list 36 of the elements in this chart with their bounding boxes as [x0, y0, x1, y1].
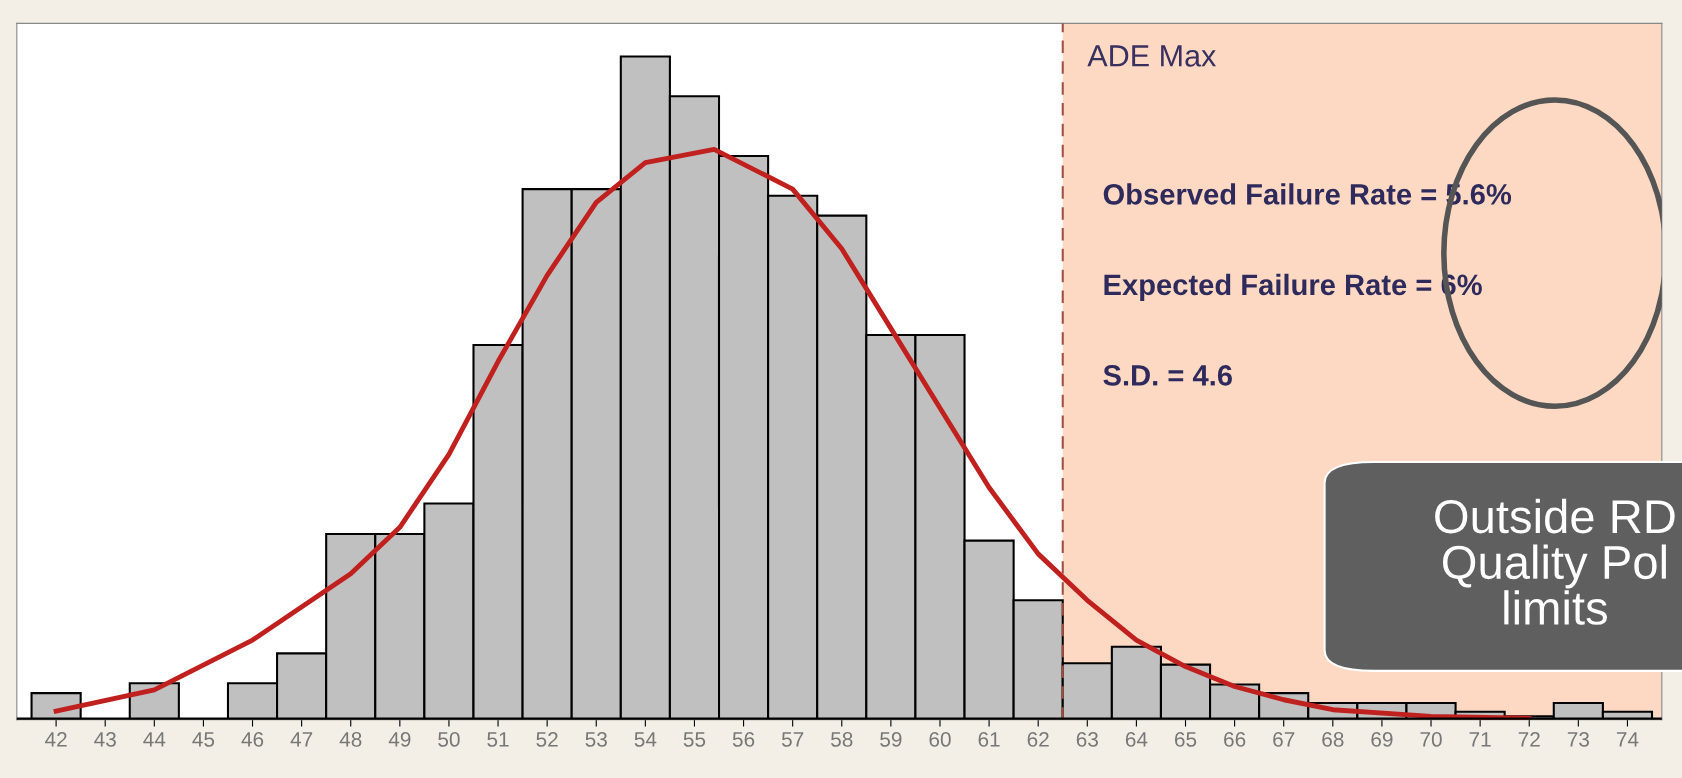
x-tick-label: 69	[1371, 732, 1393, 747]
annotation: Outside RD Quality Pol limits	[1435, 498, 1675, 625]
x-tick-label: 46	[241, 732, 264, 747]
x-tick-label: 57	[781, 732, 804, 747]
x-tick-label: 63	[1076, 732, 1098, 747]
x-tick-label: 72	[1518, 732, 1540, 747]
x-tick-label: 51	[487, 732, 509, 747]
annotation: S.D. = 4.6	[1103, 365, 1232, 386]
x-tick-label: 58	[831, 732, 853, 747]
x-tick-label: 53	[585, 732, 607, 747]
x-tick-label: 43	[94, 732, 116, 747]
x-tick-label: 74	[1616, 732, 1639, 747]
x-tick-label: 65	[1174, 732, 1197, 747]
x-tick-label: 54	[634, 732, 657, 747]
x-tick-label: 49	[388, 732, 411, 747]
x-tick-label: 52	[536, 732, 558, 747]
x-tick-label: 73	[1567, 732, 1590, 747]
x-tick-label: 68	[1322, 732, 1344, 747]
x-tick-label: 42	[45, 732, 67, 747]
x-tick-label: 60	[929, 732, 951, 747]
x-tick-label: 70	[1420, 732, 1442, 747]
x-tick-label: 59	[880, 732, 902, 747]
x-tick-label: 48	[339, 732, 362, 747]
x-tick-label: 64	[1125, 732, 1148, 747]
ref-line-label: ADE Max	[1087, 45, 1217, 67]
x-tick-label: 50	[438, 732, 460, 747]
x-tick-label: 56	[732, 732, 755, 747]
x-tick-label: 47	[290, 732, 313, 747]
x-tick-label: 44	[143, 732, 166, 747]
x-tick-label: 71	[1469, 732, 1491, 747]
x-tick-label: 61	[978, 732, 1000, 747]
x-tick-label: 67	[1273, 732, 1295, 747]
x-tick-label: 62	[1027, 732, 1049, 747]
x-tick-label: 55	[683, 732, 706, 747]
x-tick-label: 45	[192, 732, 215, 747]
x-tick-label: 66	[1224, 732, 1246, 747]
